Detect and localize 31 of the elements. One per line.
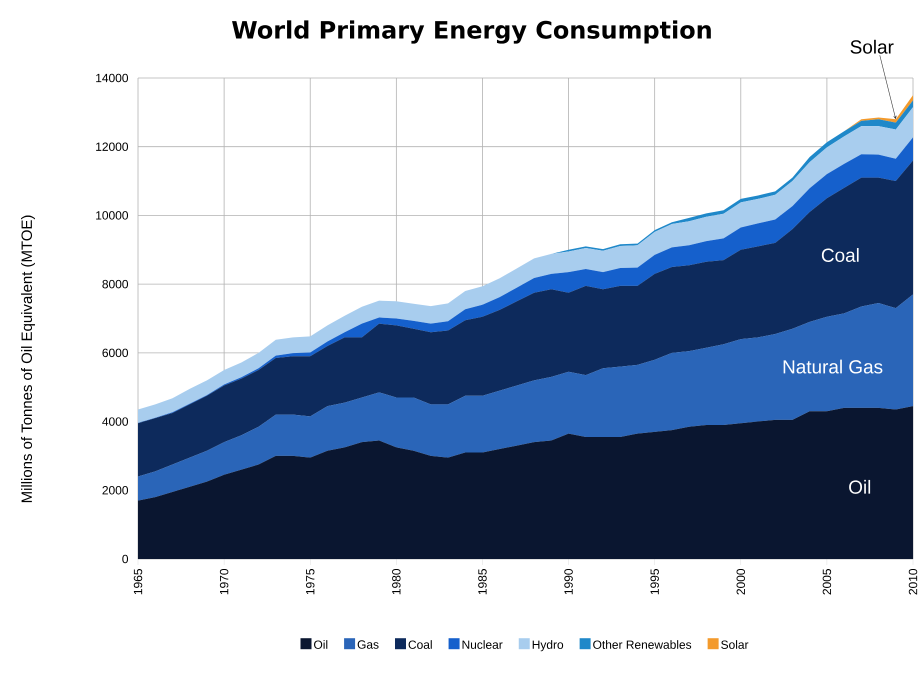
legend-label: Nuclear <box>462 640 503 649</box>
legend-label: Oil <box>314 640 328 649</box>
y-tick-label: 2000 <box>102 486 128 494</box>
y-tick-label: 10000 <box>96 211 128 220</box>
x-tick-label: 1970 <box>220 568 228 594</box>
legend-label: Coal <box>408 640 432 649</box>
x-tick-label: 1985 <box>478 569 487 594</box>
x-tick-label: 1995 <box>650 569 659 594</box>
legend-label: Gas <box>358 640 379 649</box>
y-tick-label: 8000 <box>102 280 128 288</box>
chart-title: World Primary Energy Consumption <box>232 20 711 44</box>
y-tick-label: 0 <box>122 554 128 564</box>
legend-label: Other Renewables <box>593 640 692 649</box>
y-axis-title: Millions of Tonnes of Oil Equivalent (MTOE) <box>21 216 35 502</box>
x-tick-label: 2005 <box>822 569 832 595</box>
x-tick-label: 1975 <box>306 569 314 594</box>
x-tick-label: 2000 <box>736 568 746 595</box>
x-tick-label: 1965 <box>134 569 142 594</box>
x-tick-label: 2010 <box>908 568 918 595</box>
legend-label: Solar <box>721 640 748 649</box>
y-tick-label: 12000 <box>96 142 128 151</box>
y-tick-label: 6000 <box>102 348 128 358</box>
y-tick-label: 14000 <box>96 74 128 82</box>
y-tick-label: 4000 <box>102 417 128 426</box>
legend-label: Hydro <box>532 640 564 652</box>
annotation: Oil <box>849 480 870 494</box>
x-tick-label: 1980 <box>392 568 401 594</box>
x-tick-label: 1990 <box>564 568 573 594</box>
annotation: Solar <box>850 40 894 54</box>
annotation: Coal <box>822 248 859 262</box>
annotation: Natural Gas <box>784 360 882 374</box>
